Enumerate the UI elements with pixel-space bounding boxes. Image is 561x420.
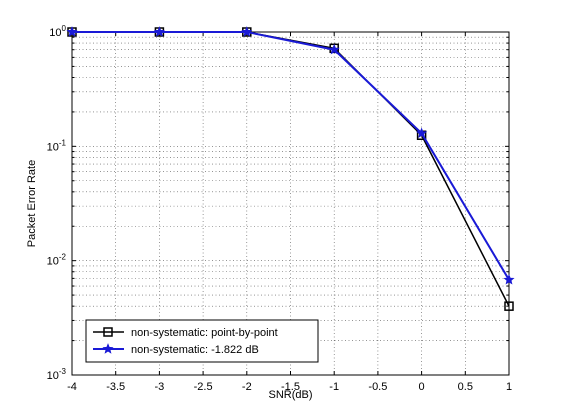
data-point: [416, 127, 428, 139]
data-point: [504, 301, 514, 311]
legend-items: non-systematic: point-by-point non-system…: [93, 327, 278, 356]
series-2: [66, 26, 515, 285]
y-tick-label-base: 10: [47, 141, 59, 153]
y-tick-label-exponent: -3: [59, 367, 67, 376]
legend-label: non-systematic: -1.822 dB: [131, 344, 259, 356]
series-layer: [66, 26, 515, 311]
y-tick-label-exponent: -2: [59, 253, 67, 262]
data-point: [503, 274, 515, 285]
y-tick-label-base: 10: [49, 27, 61, 39]
legend-label: non-systematic: point-by-point: [131, 327, 278, 339]
y-tick-label-exponent: -1: [59, 138, 67, 147]
x-axis-tick-labels: -4 -3.5 -3 -2.5 -2 -1.5 -1 -0.5 0 0.5 1: [67, 381, 512, 393]
y-tick-label: 10-1: [47, 138, 67, 153]
x-tick-label: -4: [67, 381, 77, 393]
x-axis-label: SNR(dB): [268, 389, 312, 401]
legend-entry: non-systematic: point-by-point: [93, 327, 278, 339]
data-point: [103, 327, 113, 337]
x-tick-label: -0.5: [368, 381, 387, 393]
data-point: [102, 343, 114, 354]
y-tick-label: 100: [49, 24, 66, 39]
y-tick-label-base: 10: [47, 256, 59, 268]
x-tick-label: -2.5: [194, 381, 213, 393]
y-tick-label-base: 10: [47, 370, 59, 382]
y-tick-label-exponent: 0: [62, 24, 67, 33]
legend-entry: non-systematic: -1.822 dB: [93, 343, 259, 356]
x-tick-label: 0.5: [458, 381, 473, 393]
data-point: [66, 26, 78, 37]
x-tick-label: -3: [155, 381, 165, 393]
y-tick-label: 10-2: [47, 253, 67, 268]
legend-box: [85, 319, 319, 363]
x-tick-label: 0: [419, 381, 425, 393]
data-point: [328, 43, 340, 55]
legend: non-systematic: point-by-point non-system…: [85, 319, 319, 363]
x-tick-label: -1: [329, 381, 339, 393]
data-point: [153, 26, 165, 37]
x-tick-label: 1: [506, 381, 512, 393]
x-tick-label: -1.5: [281, 381, 300, 393]
data-point: [241, 26, 253, 37]
x-tick-label: -3.5: [106, 381, 125, 393]
x-tick-label: -2: [242, 381, 252, 393]
y-tick-label: 10-3: [47, 367, 67, 382]
y-axis-label: Packet Error Rate: [26, 160, 38, 247]
series-line: [72, 31, 510, 281]
